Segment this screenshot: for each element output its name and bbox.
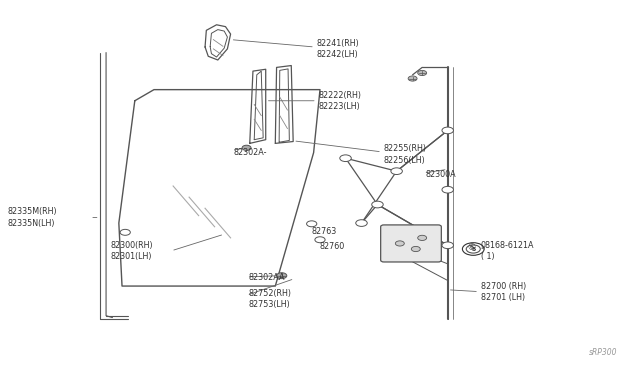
Circle shape: [418, 70, 427, 76]
Text: 82255(RH): 82255(RH): [384, 144, 427, 153]
Text: 82302A-: 82302A-: [234, 148, 268, 157]
Text: ( 1): ( 1): [481, 252, 495, 261]
Circle shape: [307, 221, 317, 227]
Text: 82302AA: 82302AA: [248, 273, 285, 282]
Circle shape: [372, 201, 383, 208]
Circle shape: [412, 246, 420, 251]
Text: sRP300: sRP300: [588, 348, 617, 357]
Text: 82763: 82763: [312, 227, 337, 236]
Text: 82242(LH): 82242(LH): [317, 50, 358, 59]
Text: 82760: 82760: [320, 241, 345, 250]
Circle shape: [396, 241, 404, 246]
Circle shape: [418, 235, 427, 240]
Circle shape: [442, 186, 454, 193]
Circle shape: [340, 155, 351, 161]
Circle shape: [391, 168, 403, 174]
Text: 82701 (LH): 82701 (LH): [481, 293, 525, 302]
Circle shape: [408, 76, 417, 81]
Circle shape: [467, 245, 480, 253]
Text: 82256(LH): 82256(LH): [384, 155, 426, 164]
Text: 82335M(RH): 82335M(RH): [7, 208, 57, 217]
Text: ⑥: ⑥: [468, 243, 476, 251]
Circle shape: [242, 145, 251, 150]
Text: 82335N(LH): 82335N(LH): [7, 219, 54, 228]
Text: 82700 (RH): 82700 (RH): [481, 282, 526, 291]
Text: 82300A: 82300A: [426, 170, 456, 179]
Text: 82223(LH): 82223(LH): [319, 102, 360, 111]
Circle shape: [120, 230, 131, 235]
Text: 82753(LH): 82753(LH): [248, 300, 290, 309]
Text: 82300(RH): 82300(RH): [111, 241, 153, 250]
Circle shape: [356, 220, 367, 227]
Text: 82301(LH): 82301(LH): [111, 252, 152, 261]
Circle shape: [276, 273, 287, 279]
Circle shape: [442, 242, 454, 248]
Circle shape: [442, 127, 454, 134]
Text: 08168-6121A: 08168-6121A: [481, 241, 534, 250]
Circle shape: [315, 237, 325, 243]
FancyBboxPatch shape: [381, 225, 442, 262]
Text: 5: 5: [471, 247, 476, 251]
Text: 82241(RH): 82241(RH): [317, 39, 360, 48]
Text: 82222(RH): 82222(RH): [319, 91, 362, 100]
Text: 82752(RH): 82752(RH): [248, 289, 291, 298]
